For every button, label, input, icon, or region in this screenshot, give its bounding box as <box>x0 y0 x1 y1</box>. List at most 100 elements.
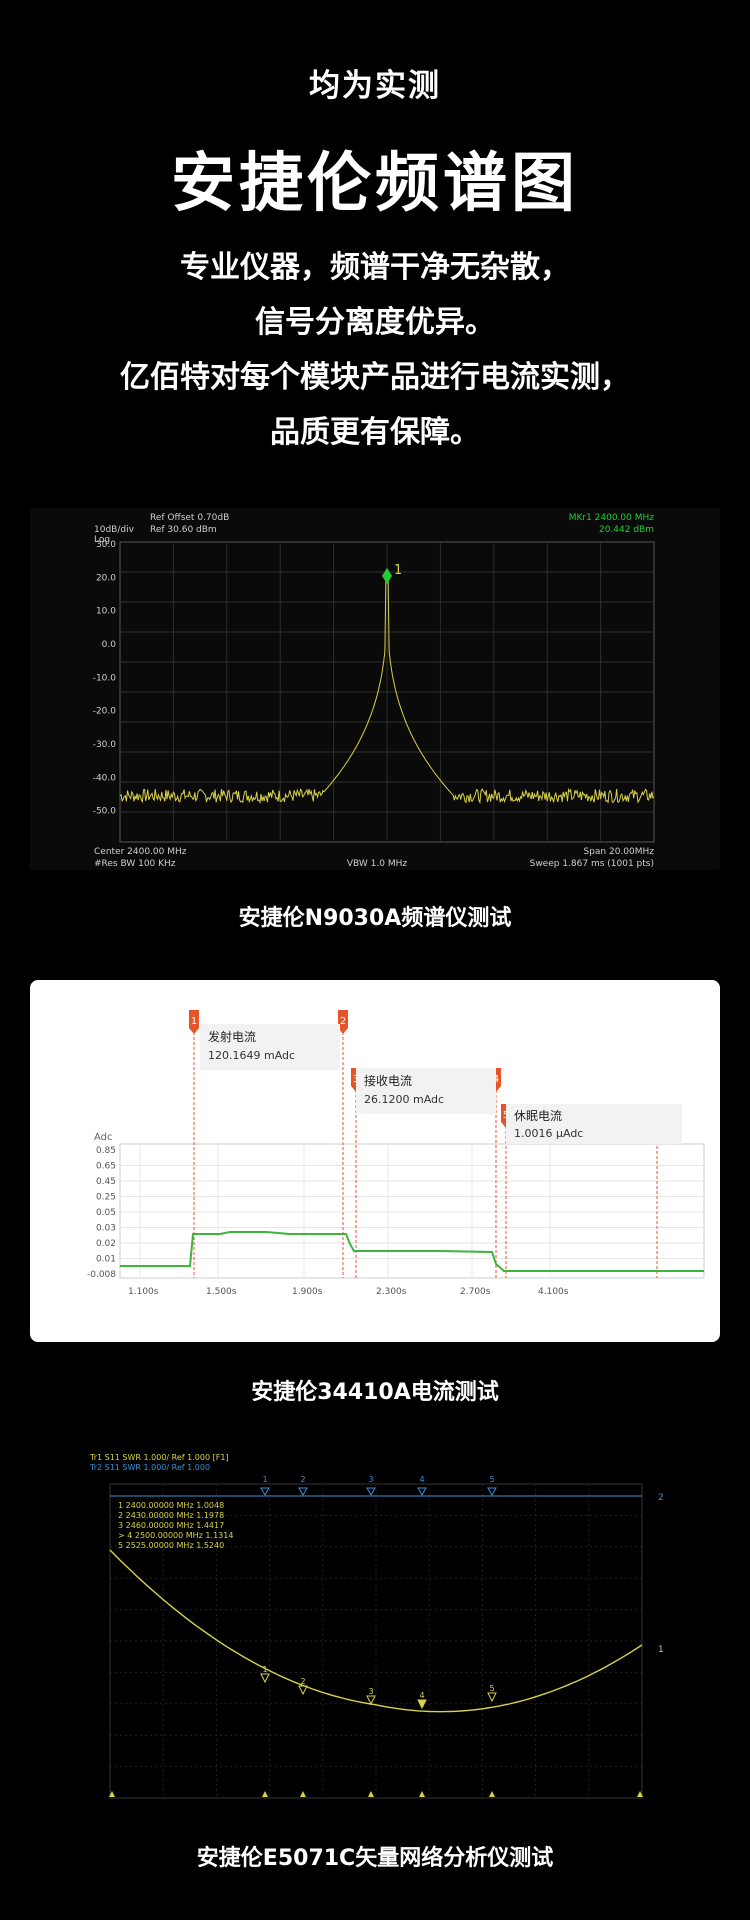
vna-marker-row: 3 2460.00000 MHz 1.4417 <box>118 1521 224 1530</box>
vna-trace-marker-label: 3 <box>368 1687 373 1696</box>
spectrum-grid <box>120 542 654 842</box>
marker-flag-icon <box>338 1010 348 1034</box>
vna-top-marker-icon <box>366 1487 376 1497</box>
marker-diamond-icon <box>382 567 392 584</box>
spectrum-caption: 安捷伦N9030A频谱仪测试 <box>238 906 512 931</box>
span-label: Span 20.00MHz <box>583 847 654 857</box>
ref-offset-label: Ref Offset 0.70dB <box>150 513 229 523</box>
scale-label: 10dB/div <box>94 525 135 535</box>
annotation-tx: 发射电流 120.1649 mAdc <box>200 1024 340 1070</box>
spectrum-y-ticks: 30.0 20.0 10.0 0.0 -10.0 -20.0 -30.0 -40.0 -50.0 <box>93 540 117 817</box>
spectrum-analyzer-panel: Ref Offset 0.70dB Ref 30.60 dBm 10dB/div… <box>30 508 720 870</box>
intro-line-1: 专业仪器，频谱干净无杂散， <box>180 250 570 285</box>
vna-trace-marker-label: 5 <box>489 1684 494 1693</box>
marker-number: 1 <box>191 1016 197 1027</box>
annotation-sleep-name: 休眠电流 <box>514 1109 562 1123</box>
vna-top-marker-icon <box>298 1487 308 1497</box>
vna-bottom-marker-icon <box>262 1791 268 1797</box>
vna-top-marker-icon <box>260 1487 270 1497</box>
y-tick-label: 0.85 <box>96 1146 116 1156</box>
x-tick-label: 2.300s <box>376 1287 407 1297</box>
y-tick-label: 0.65 <box>96 1162 116 1172</box>
y-tick-label: -10.0 <box>93 673 117 683</box>
intro-text: 专业仪器，频谱干净无杂散， 信号分离度优异。 亿佰特对每个模块产品进行电流实测，… <box>0 240 750 460</box>
vna-top-marker-label: 2 <box>300 1475 305 1484</box>
annotation-tx-value: 120.1649 mAdc <box>208 1049 295 1062</box>
annotation-tx-box <box>200 1024 340 1070</box>
scale-type-label: Log <box>94 535 110 545</box>
vna-top-marker-label: 1 <box>262 1475 267 1484</box>
vna-top-marker-icon <box>417 1487 427 1497</box>
y-tick-label: 0.45 <box>96 1177 116 1187</box>
annotation-sleep-value: 1.0016 µAdc <box>514 1127 583 1140</box>
annotation-rx: 接收电流 26.1200 mAdc <box>356 1068 496 1114</box>
y-tick-label: 0.25 <box>96 1193 116 1203</box>
marker-number: 2 <box>340 1016 346 1027</box>
y-tick-label: 10.0 <box>96 607 116 617</box>
vna-bottom-markers <box>109 1791 643 1797</box>
current-chart: Adc 0.85 0.65 0.45 0.25 0.05 0.03 0.02 0.01 -0.0… <box>87 1010 705 1297</box>
vna-bottom-marker-icon <box>368 1791 374 1797</box>
current-y-ticks: 0.85 0.65 0.45 0.25 0.05 0.03 0.02 0.01 -0.008 <box>87 1146 116 1280</box>
spectrum-chart: Ref Offset 0.70dB Ref 30.60 dBm 10dB/div… <box>93 513 655 869</box>
vna-trace-marker-icon <box>487 1692 497 1703</box>
marker-flag-icon <box>189 1010 199 1034</box>
vna-grid <box>110 1484 642 1798</box>
y-tick-label: 0.02 <box>96 1239 116 1249</box>
y-tick-label: 30.0 <box>96 540 116 550</box>
y-tick-label: 0.01 <box>96 1255 116 1265</box>
vna-marker-table: 1 2400.00000 MHz 1.0048 2 2430.00000 MHz… <box>118 1501 233 1550</box>
x-tick-label: 4.100s <box>538 1287 569 1297</box>
vna-bottom-marker-icon <box>637 1791 643 1797</box>
x-tick-label: 2.700s <box>460 1287 491 1297</box>
vna-bottom-marker-icon <box>109 1791 115 1797</box>
vna-trace-marker-icon <box>417 1699 427 1710</box>
annotation-rx-name: 接收电流 <box>364 1073 412 1088</box>
res-bw-label: #Res BW 100 KHz <box>94 859 176 869</box>
marker-value-label: 20.442 dBm <box>599 525 654 535</box>
vna-bottom-marker-icon <box>419 1791 425 1797</box>
page-subtitle: 均为实测 <box>309 68 441 104</box>
page-title: 安捷伦频谱图 <box>171 147 579 221</box>
current-x-ticks: 1.100s 1.500s 1.900s 2.300s 2.700s 4.100s <box>128 1287 569 1297</box>
vna-marker-row: 2 2430.00000 MHz 1.1978 <box>118 1511 224 1520</box>
ref-level-label: Ref 30.60 dBm <box>150 525 217 535</box>
current-y-unit: Adc <box>94 1132 113 1143</box>
annotation-tx-name: 发射电流 <box>208 1029 256 1044</box>
vna-trace-marker-icon <box>298 1685 308 1696</box>
vna-top-marker-label: 5 <box>489 1475 494 1484</box>
y-tick-label: 0.0 <box>102 640 117 650</box>
y-tick-label: -20.0 <box>93 707 117 717</box>
y-tick-label: -30.0 <box>93 740 117 750</box>
y-tick-label: 0.05 <box>96 1208 116 1218</box>
vna-bottom-marker-icon <box>489 1791 495 1797</box>
y-tick-label: -50.0 <box>93 807 117 817</box>
annotation-rx-value: 26.1200 mAdc <box>364 1093 444 1106</box>
vna-trace-marker-label: 4 <box>419 1691 424 1700</box>
current-plot-frame <box>119 1143 705 1279</box>
y-tick-label: -0.008 <box>87 1270 116 1280</box>
x-tick-label: 1.900s <box>292 1287 323 1297</box>
y-tick-label: 0.03 <box>96 1224 116 1234</box>
intro-line-3: 亿佰特对每个模块产品进行电流实测， <box>120 360 630 395</box>
y-tick-label: -40.0 <box>93 773 117 783</box>
vna-marker-row: > 4 2500.00000 MHz 1.1314 <box>118 1531 233 1540</box>
center-freq-label: Center 2400.00 MHz <box>94 847 187 857</box>
vna-trace2-ref: 2 <box>658 1493 664 1503</box>
vna-trace-markers: 1 2 3 4 5 <box>260 1665 497 1710</box>
annotation-rx-box <box>356 1068 496 1114</box>
x-tick-label: 1.500s <box>206 1287 237 1297</box>
vna-bottom-marker-icon <box>300 1791 306 1797</box>
vna-trace-marker-label: 1 <box>262 1665 267 1674</box>
vna-trace1-ref: 1 <box>658 1645 664 1655</box>
current-caption: 安捷伦34410A电流测试 <box>251 1380 499 1405</box>
current-test-panel: Adc 0.85 0.65 0.45 0.25 0.05 0.03 0.02 0.01 -0.0… <box>30 980 720 1342</box>
annotation-sleep: 休眠电流 1.0016 µAdc <box>506 1104 682 1144</box>
current-trace <box>120 1231 704 1272</box>
vna-panel: Tr1 S11 SWR 1.000/ Ref 1.000 [F1] Tr2 S1… <box>30 1450 720 1815</box>
current-grid <box>120 1144 704 1278</box>
marker-freq-label: MKr1 2400.00 MHz <box>569 513 655 523</box>
marker-number: 1 <box>394 563 402 578</box>
vna-trace-marker-icon <box>260 1673 270 1684</box>
vna-trace1-label: Tr1 S11 SWR 1.000/ Ref 1.000 [F1] <box>89 1453 229 1462</box>
